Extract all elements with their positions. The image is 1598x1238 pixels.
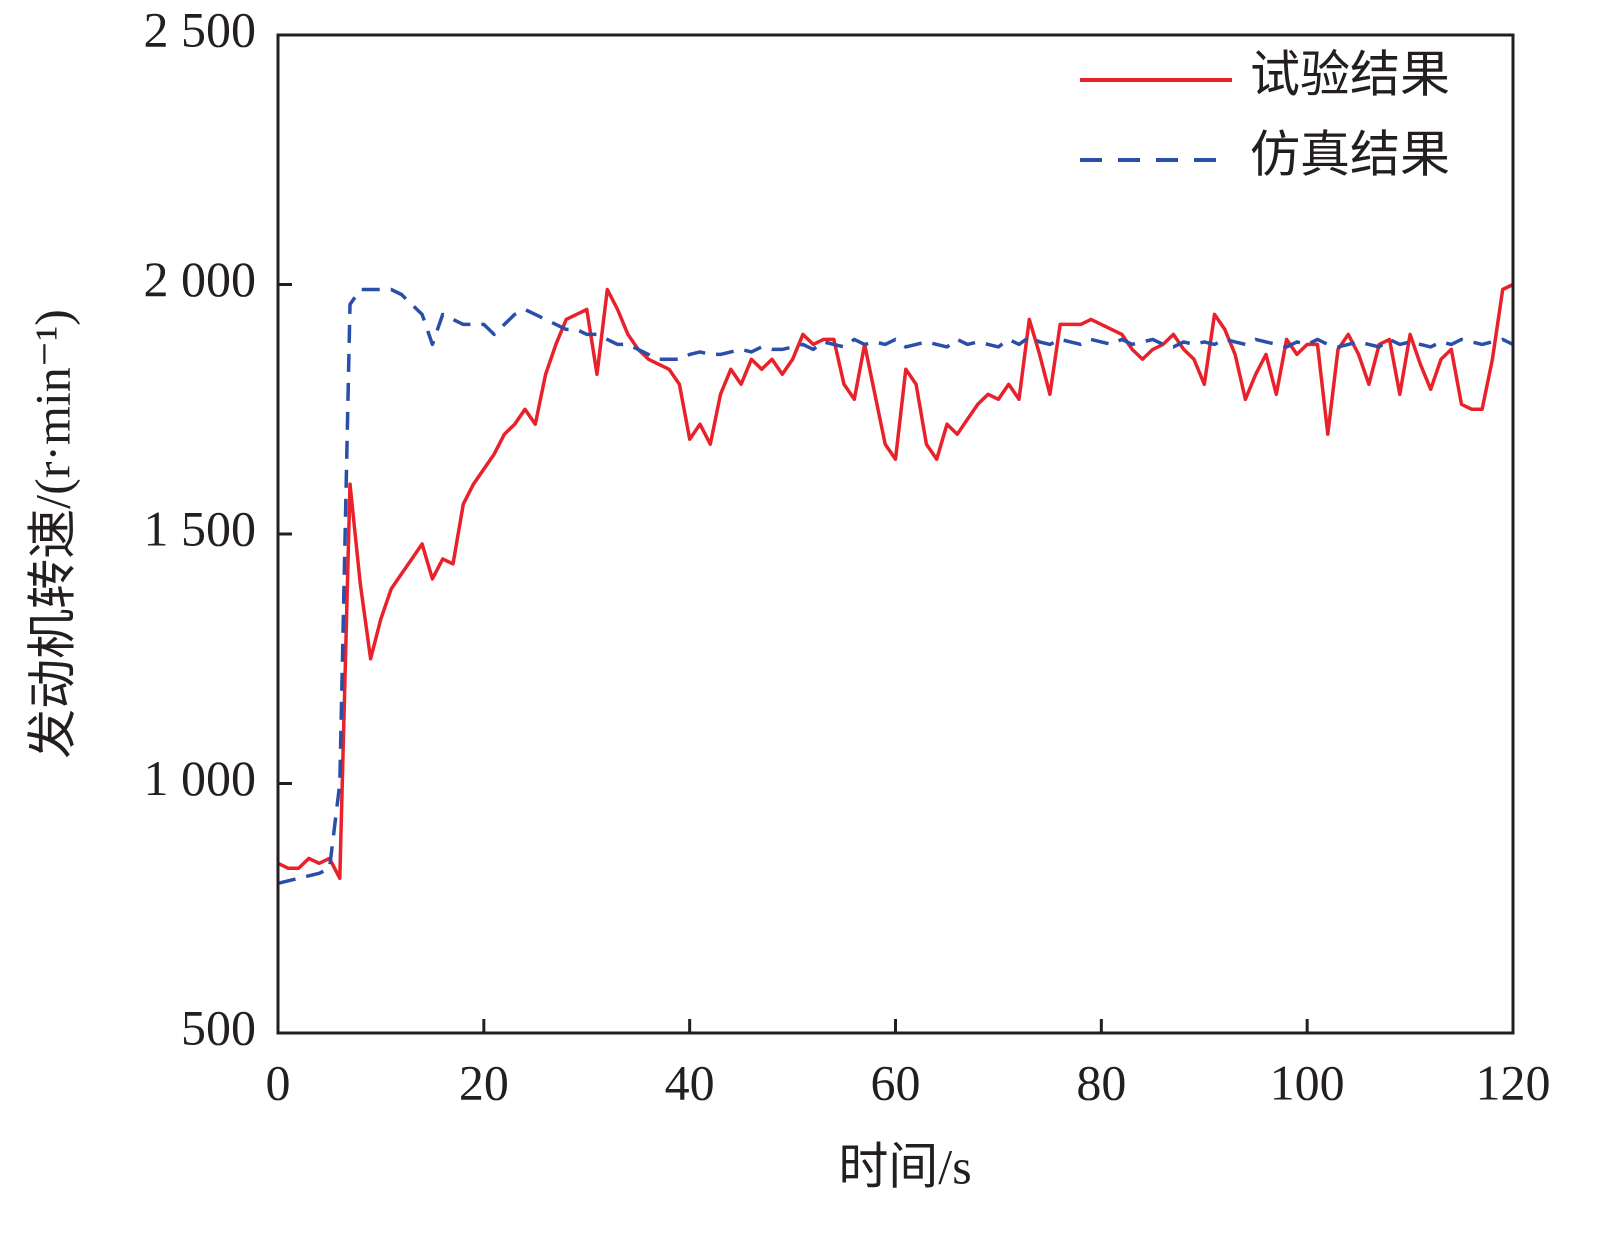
legend-label: 试验结果 — [1250, 46, 1450, 102]
x-tick-label: 120 — [1476, 1054, 1551, 1110]
x-tick-label: 20 — [459, 1054, 509, 1110]
x-tick-label: 100 — [1270, 1054, 1345, 1110]
y-tick-label: 1 000 — [144, 750, 257, 806]
data-line — [277, 287, 1514, 886]
legend-label: 仿真结果 — [1250, 126, 1450, 182]
y-tick-label: 1 500 — [144, 500, 257, 556]
x-tick-label: 80 — [1076, 1054, 1126, 1110]
y-tick-label: 2 500 — [144, 1, 257, 57]
y-tick-label: 2 000 — [144, 251, 257, 307]
x-tick-label: 40 — [665, 1054, 715, 1110]
x-tick-label: 0 — [266, 1054, 291, 1110]
x-axis-label: 时间/s — [838, 1138, 971, 1194]
data-line — [277, 282, 1514, 881]
y-axis-label: 发动机转速/(r·min⁻¹) — [24, 309, 80, 759]
y-tick-label: 500 — [181, 999, 256, 1055]
plot-frame — [276, 33, 1515, 1035]
x-tick-label: 60 — [871, 1054, 921, 1110]
